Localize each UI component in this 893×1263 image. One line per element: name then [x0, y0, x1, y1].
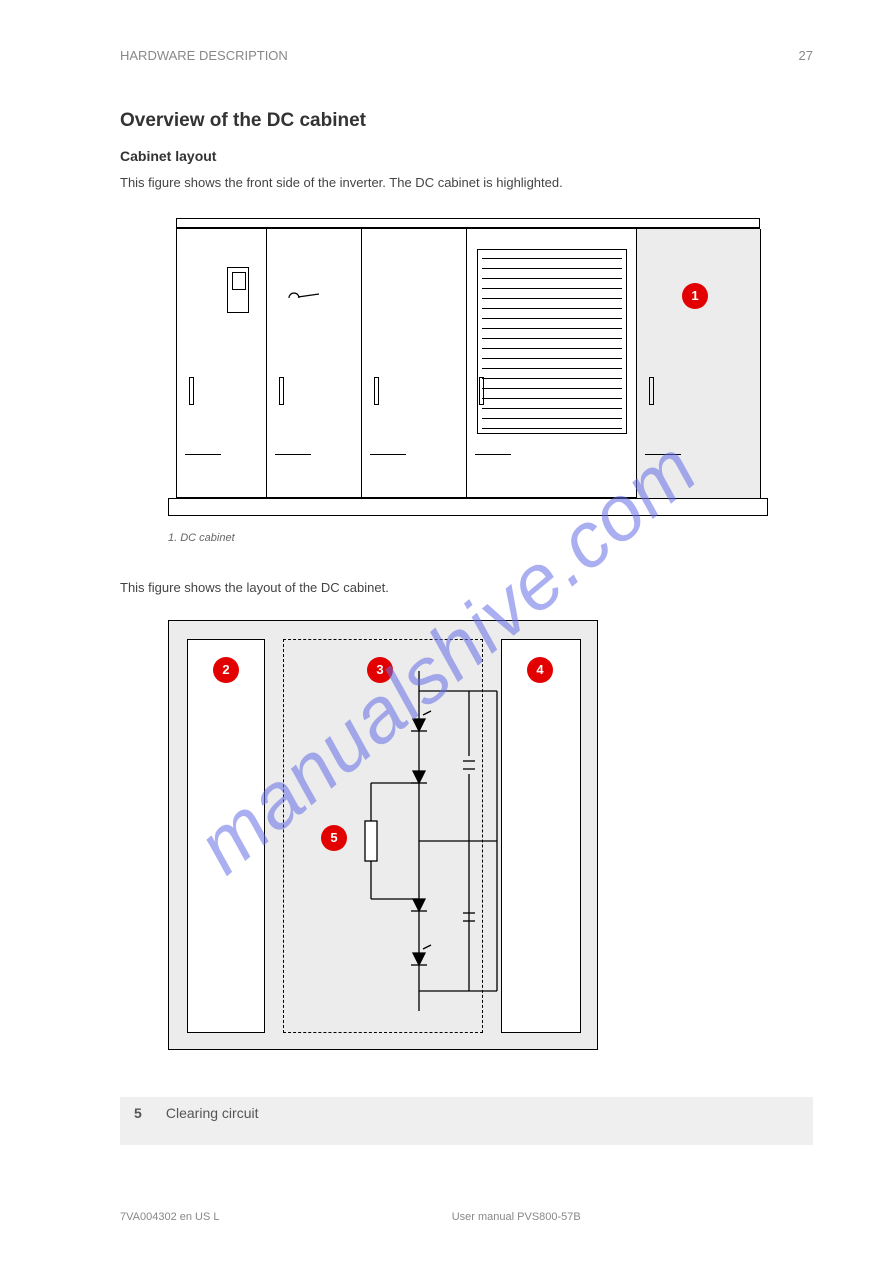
dc-panel-left [187, 639, 265, 1033]
header-left: HARDWARE DESCRIPTION [120, 48, 288, 63]
section-title: Overview of the DC cabinet [120, 110, 366, 132]
callout-num-1: 1 [682, 283, 708, 309]
figure-cabinet-lineup: 1 [168, 218, 768, 518]
page-footer: 7VA004302 en US L User manual PVS800-57B [120, 1211, 813, 1223]
footer-docnum: 7VA004302 en US L [120, 1211, 219, 1223]
panel-switch-icon [227, 267, 249, 313]
figure-dc-cabinet-layout: 2 3 4 5 [168, 620, 598, 1050]
clearing-circuit-schematic-icon [319, 671, 519, 1011]
hinge-plate-icon [275, 454, 311, 455]
cabinet-base-rail [168, 498, 768, 516]
door-lever-icon [287, 291, 321, 305]
intro-text: This figure shows the front side of the … [120, 175, 563, 190]
page-header: HARDWARE DESCRIPTION 27 [120, 48, 813, 63]
callout-num-5: 5 [321, 825, 347, 851]
cabinet-body: 1 [176, 228, 760, 498]
cabinet-3 [362, 229, 467, 499]
dc-cabinet-highlight [637, 229, 761, 499]
figure1-caption: 1. DC cabinet [168, 532, 235, 544]
figure2-intro: This figure shows the layout of the DC c… [120, 580, 389, 595]
legend-num: 5 [134, 1105, 162, 1121]
legend-label: Clearing circuit [166, 1105, 259, 1121]
door-handle-icon [189, 377, 194, 405]
callout-num-3: 3 [367, 657, 393, 683]
hinge-plate-icon [475, 454, 511, 455]
footer-title: User manual PVS800-57B [452, 1211, 581, 1223]
header-page-num: 27 [799, 48, 813, 63]
cabinet-2 [267, 229, 362, 499]
section-sub: Cabinet layout [120, 148, 216, 164]
door-handle-icon [479, 377, 484, 405]
cabinet-top-rail [176, 218, 760, 228]
callout-num-4: 4 [527, 657, 553, 683]
door-handle-icon [649, 377, 654, 405]
hinge-plate-icon [645, 454, 681, 455]
door-handle-icon [279, 377, 284, 405]
hinge-plate-icon [185, 454, 221, 455]
door-handle-icon [374, 377, 379, 405]
ventilation-grille-icon [477, 249, 627, 434]
legend-row-5: 5 Clearing circuit [120, 1097, 813, 1145]
hinge-plate-icon [370, 454, 406, 455]
callout-num-2: 2 [213, 657, 239, 683]
cabinet-1 [177, 229, 267, 499]
